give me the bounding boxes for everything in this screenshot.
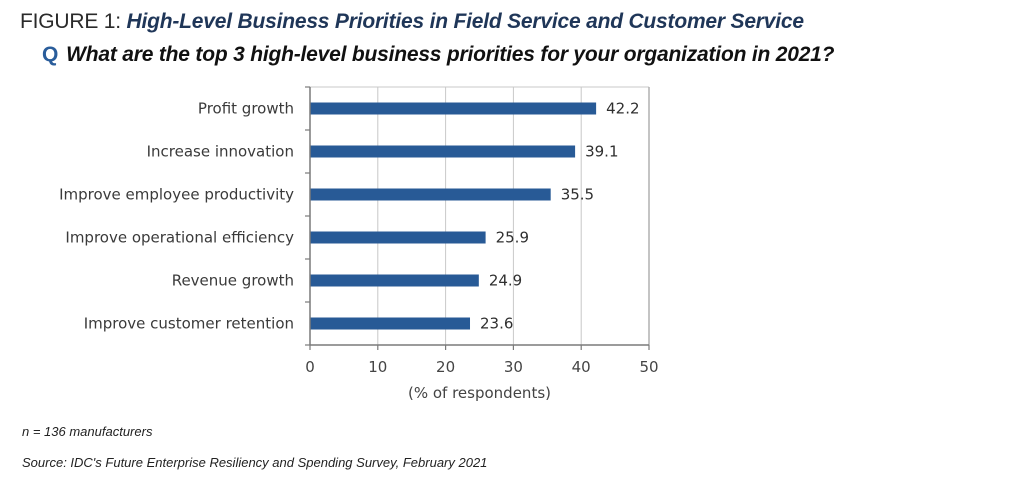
axes (305, 86, 650, 350)
labels: 42.2 Profit growth 39.1 Increase innovation… (59, 100, 658, 403)
bar (310, 145, 576, 158)
category-label: Increase innovation (147, 143, 294, 161)
category-label: Improve operational efficiency (65, 229, 294, 247)
survey-question: Q What are the top 3 high-level business … (42, 43, 834, 67)
category-label: Revenue growth (172, 272, 294, 290)
source-note: Source: IDC's Future Enterprise Resilien… (22, 455, 488, 470)
figure-title: FIGURE 1: High-Level Business Priorities… (20, 10, 804, 34)
category-label: Profit growth (198, 100, 294, 118)
x-tick-label: 40 (572, 358, 591, 376)
bar (310, 188, 551, 201)
x-tick-label: 50 (639, 358, 658, 376)
bar (310, 102, 597, 115)
data-label: 23.6 (480, 315, 513, 333)
x-tick-label: 30 (504, 358, 523, 376)
data-label: 35.5 (561, 186, 594, 204)
figure-title-text: High-Level Business Priorities in Field … (126, 10, 805, 33)
category-label: Improve employee productivity (59, 186, 294, 204)
sample-size-note: n = 136 manufacturers (22, 424, 153, 439)
data-label: 24.9 (489, 272, 522, 290)
data-label: 25.9 (496, 229, 529, 247)
question-text: What are the top 3 high-level business p… (66, 43, 835, 66)
bars (310, 102, 597, 330)
bar (310, 274, 479, 287)
x-tick-label: 10 (368, 358, 387, 376)
data-label: 39.1 (585, 143, 618, 161)
gridlines (310, 86, 650, 345)
figure-label: FIGURE 1: (20, 10, 121, 33)
data-label: 42.2 (606, 100, 639, 118)
question-marker: Q (42, 43, 59, 66)
category-label: Improve customer retention (84, 315, 294, 333)
x-axis-title: (% of respondents) (408, 384, 551, 402)
x-tick-label: 0 (305, 358, 315, 376)
x-tick-label: 20 (436, 358, 455, 376)
bar (310, 317, 471, 330)
bar (310, 231, 486, 244)
